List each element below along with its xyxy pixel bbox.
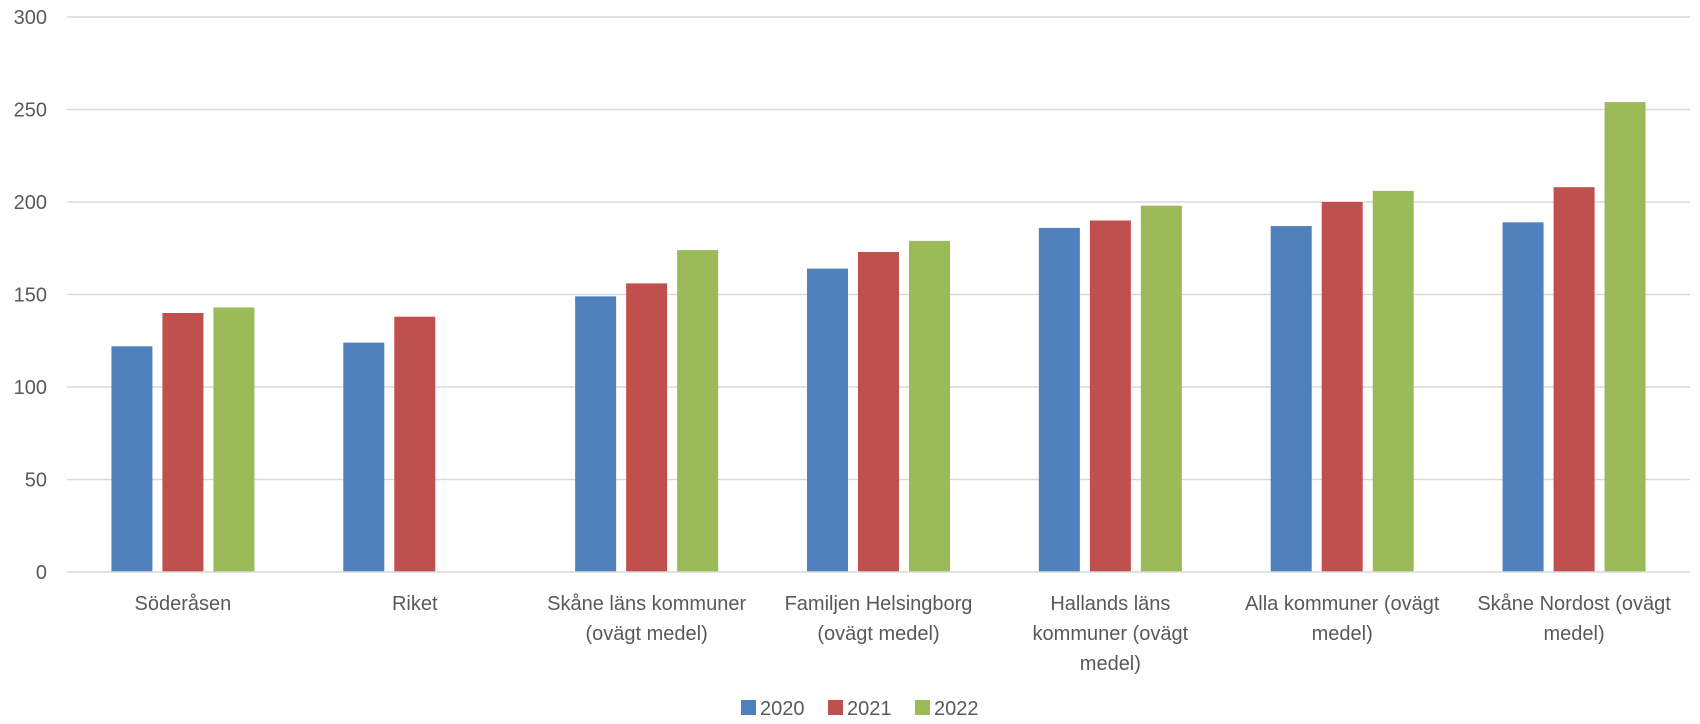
bar-2021 — [394, 316, 436, 572]
y-tick-label: 50 — [25, 470, 47, 492]
legend: 2020 2021 2022 — [741, 698, 979, 720]
bar-2020 — [807, 268, 848, 572]
category-label: Familjen Helsingborg (ovägt medel) — [785, 593, 973, 645]
bar-2022 — [1140, 205, 1182, 572]
bar-2022 — [909, 240, 950, 572]
y-tick-label: 200 — [14, 192, 47, 214]
bar-2020 — [1502, 222, 1544, 572]
category-label: Skåne Nordost (ovägt medel) — [1477, 593, 1671, 645]
y-tick-label: 150 — [14, 285, 47, 307]
bar-2021 — [1321, 202, 1363, 572]
category-label-line: Alla kommuner (ovägt — [1245, 593, 1440, 615]
category-label-line: medel) — [1080, 653, 1141, 675]
y-tick-label: 100 — [14, 377, 47, 399]
category-label: Riket — [392, 593, 438, 615]
bar-2020 — [343, 342, 385, 572]
category-label: Söderåsen — [135, 593, 232, 615]
category-label-line: kommuner (ovägt — [1033, 623, 1189, 645]
category-label-line: Riket — [392, 593, 438, 615]
y-tick-label: 250 — [14, 100, 47, 122]
y-tick-label: 300 — [14, 7, 47, 29]
bar-2022 — [213, 307, 255, 572]
bar-2021 — [1089, 220, 1131, 572]
y-axis-tick-labels: 0 50 100 150 200 250 300 — [14, 7, 47, 584]
bar-2021 — [162, 313, 204, 572]
bar-2020 — [1270, 226, 1312, 573]
legend-label: 2021 — [847, 698, 892, 720]
bar-2022 — [677, 250, 719, 572]
bar-2021 — [858, 251, 899, 572]
bars — [111, 102, 1646, 573]
bar-2021 — [626, 283, 668, 572]
legend-label: 2022 — [934, 698, 979, 720]
category-label-line: (ovägt medel) — [817, 623, 939, 645]
bar-2022 — [1372, 190, 1414, 572]
y-tick-label: 0 — [36, 562, 47, 584]
bar-2022 — [1604, 102, 1646, 572]
bar-2020 — [575, 296, 617, 572]
category-labels: Söderåsen Riket Skåne läns kommuner (ovägt … — [135, 593, 1672, 675]
bar-2020 — [1038, 227, 1080, 572]
category-label-line: Hallands läns — [1050, 593, 1170, 615]
legend-swatch-2021 — [828, 700, 843, 715]
legend-label: 2020 — [760, 698, 805, 720]
bar-2020 — [111, 346, 153, 572]
category-label-line: medel) — [1544, 623, 1605, 645]
category-label: Hallands läns kommuner (ovägt medel) — [1033, 593, 1189, 675]
category-label-line: Söderåsen — [135, 593, 232, 615]
category-label-line: Skåne läns kommuner — [547, 593, 746, 615]
category-label-line: medel) — [1312, 623, 1373, 645]
category-label: Alla kommuner (ovägt medel) — [1245, 593, 1440, 645]
category-label-line: Familjen Helsingborg — [785, 593, 973, 615]
category-label-line: Skåne Nordost (ovägt — [1477, 593, 1671, 615]
bar-2021 — [1553, 187, 1595, 572]
category-label-line: (ovägt medel) — [586, 623, 708, 645]
legend-swatch-2020 — [741, 700, 756, 715]
legend-swatch-2022 — [915, 700, 930, 715]
category-label: Skåne läns kommuner (ovägt medel) — [547, 593, 746, 645]
